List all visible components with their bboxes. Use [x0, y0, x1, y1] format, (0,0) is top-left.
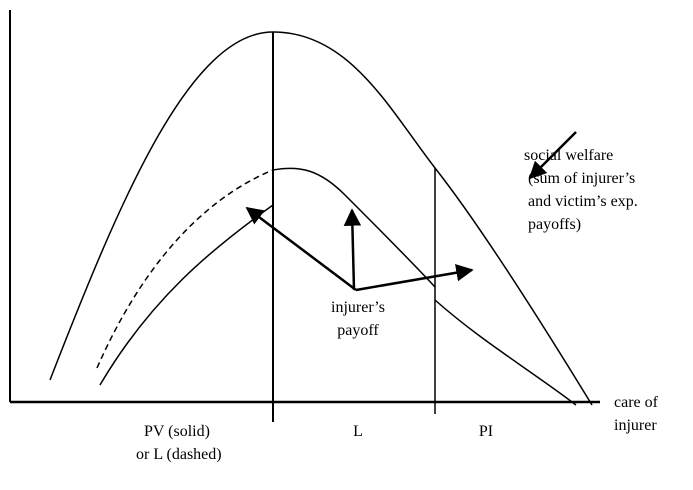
payoff-curve	[99, 204, 274, 386]
x-axis-label: care of	[614, 394, 659, 411]
payoff-curve	[272, 167, 436, 288]
arrow	[355, 264, 474, 292]
payoff-curve	[434, 299, 577, 406]
welfare-label: (sum of injurer’s	[528, 170, 635, 187]
region-label: PI	[479, 423, 493, 440]
region-label: or L (dashed)	[136, 446, 222, 463]
arrow	[245, 206, 357, 291]
region-label: L	[353, 423, 363, 440]
welfare-label: payoffs)	[528, 216, 581, 233]
region-label: PV (solid)	[144, 423, 210, 440]
arrow	[343, 208, 362, 291]
x-axis-label: injurer	[614, 417, 657, 434]
arrow	[528, 131, 577, 180]
welfare-label: and victim’s exp.	[528, 193, 638, 210]
payoff-label: payoff	[337, 322, 379, 339]
welfare-label: social welfare	[524, 147, 613, 164]
payoff-label: injurer’s	[331, 299, 385, 316]
dashed-curve	[96, 169, 274, 369]
welfare-curve	[49, 31, 593, 406]
